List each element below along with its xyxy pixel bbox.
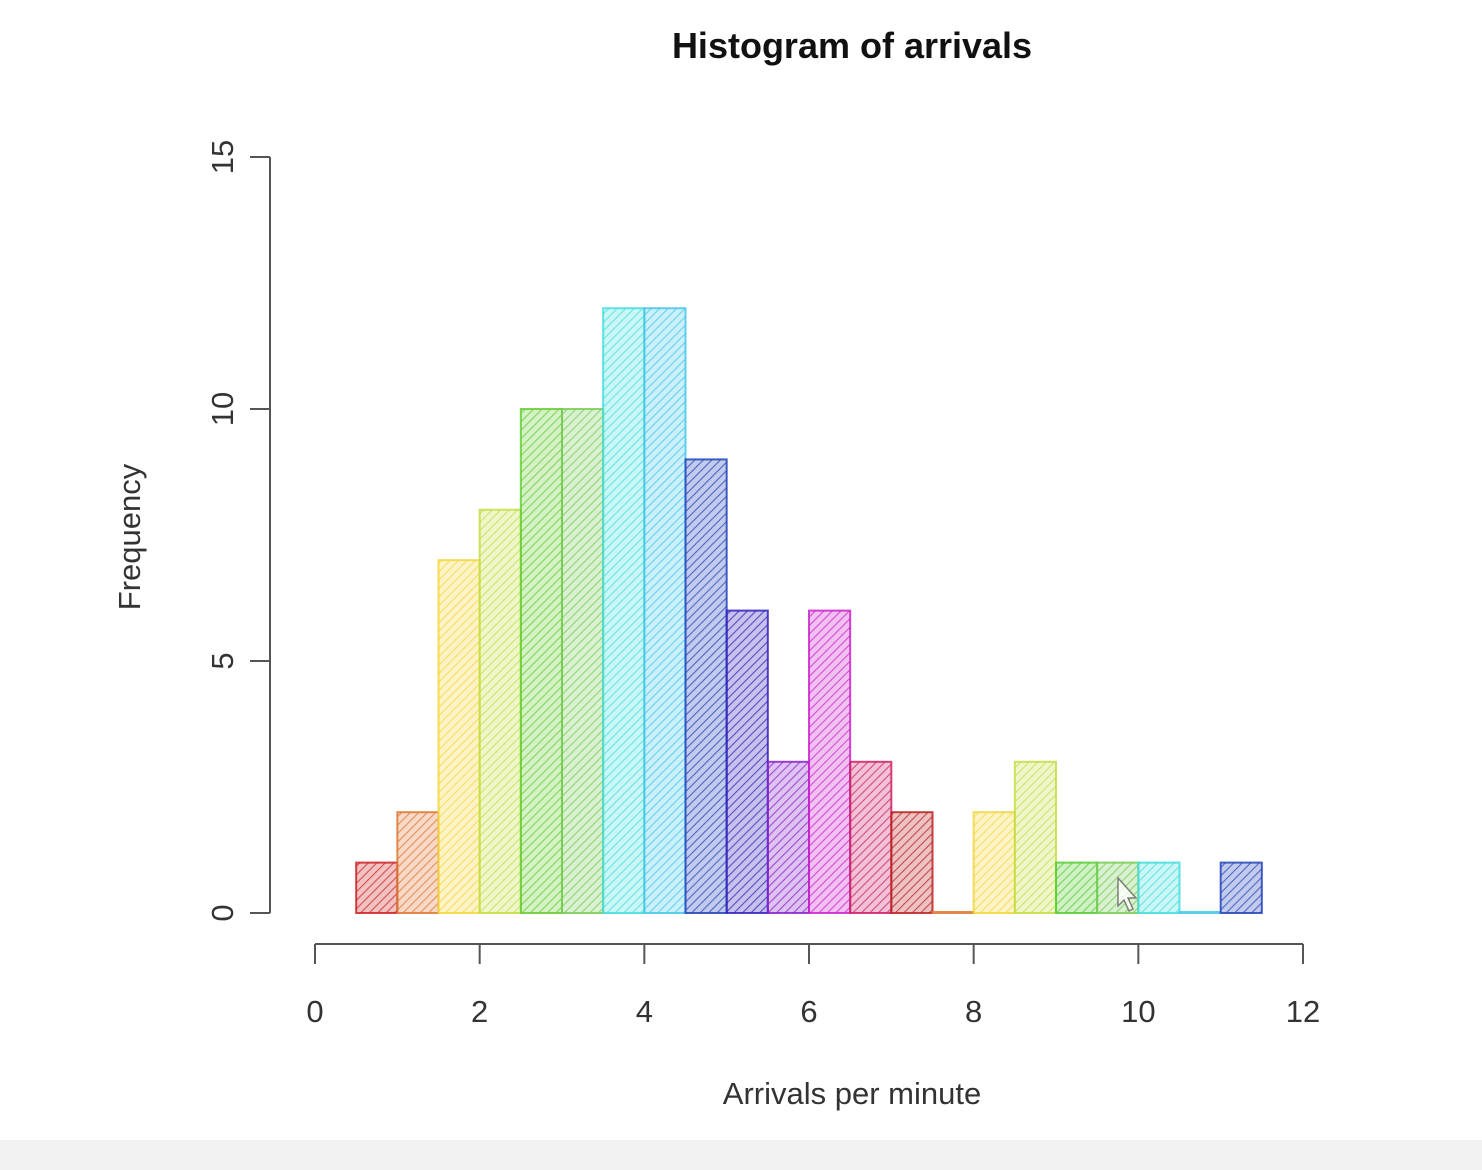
histogram-bar-19 <box>1137 861 1181 914</box>
y-tick-label-3: 15 <box>205 140 240 174</box>
y-tick-label-1: 5 <box>205 652 240 669</box>
histogram-bar-15 <box>972 811 1016 915</box>
histogram-bar-8 <box>684 458 728 914</box>
mouse-cursor-icon <box>1117 876 1138 913</box>
y-axis: 0 5 10 15 <box>205 140 271 922</box>
histogram-bar-6 <box>602 307 646 914</box>
x-axis-label: Arrivals per minute <box>723 1076 981 1111</box>
bars-group <box>355 307 1263 915</box>
x-tick-label-5: 10 <box>1121 994 1155 1029</box>
x-tick-label-4: 8 <box>965 994 982 1029</box>
histogram-bar-0 <box>355 861 399 914</box>
histogram-bar-21 <box>1219 861 1263 914</box>
histogram-bar-17 <box>1055 861 1099 914</box>
x-tick-label-0: 0 <box>306 994 323 1029</box>
x-ticks: 0 2 4 6 8 10 12 <box>306 944 1320 1029</box>
histogram-chart: Histogram of arrivals Arrivals per minut… <box>112 25 1320 1111</box>
x-tick-label-6: 12 <box>1286 994 1320 1029</box>
chart-title: Histogram of arrivals <box>672 25 1032 66</box>
histogram-bar-10 <box>766 760 810 914</box>
histogram-bar-11 <box>808 609 852 914</box>
histogram-bar-2 <box>437 559 481 914</box>
y-axis-label: Frequency <box>112 463 147 610</box>
histogram-bar-12 <box>849 760 893 914</box>
histogram-bar-13 <box>890 811 934 915</box>
histogram-bar-14 <box>931 911 975 914</box>
y-ticks: 0 5 10 15 <box>205 140 270 922</box>
histogram-bar-5 <box>561 408 605 914</box>
histogram-bar-9 <box>725 609 769 914</box>
x-tick-label-3: 6 <box>800 994 817 1029</box>
histogram-bar-3 <box>478 508 522 914</box>
y-tick-label-0: 0 <box>205 904 240 921</box>
bottom-strip <box>0 1140 1482 1170</box>
x-tick-label-2: 4 <box>636 994 653 1029</box>
histogram-bar-1 <box>396 811 440 915</box>
histogram-bar-20 <box>1178 911 1222 914</box>
x-axis: 0 2 4 6 8 10 12 <box>306 943 1320 1029</box>
y-tick-label-2: 10 <box>205 392 240 426</box>
histogram-bar-7 <box>643 307 687 914</box>
x-tick-label-1: 2 <box>471 994 488 1029</box>
histogram-bar-16 <box>1013 760 1057 914</box>
histogram-bar-4 <box>519 408 563 914</box>
